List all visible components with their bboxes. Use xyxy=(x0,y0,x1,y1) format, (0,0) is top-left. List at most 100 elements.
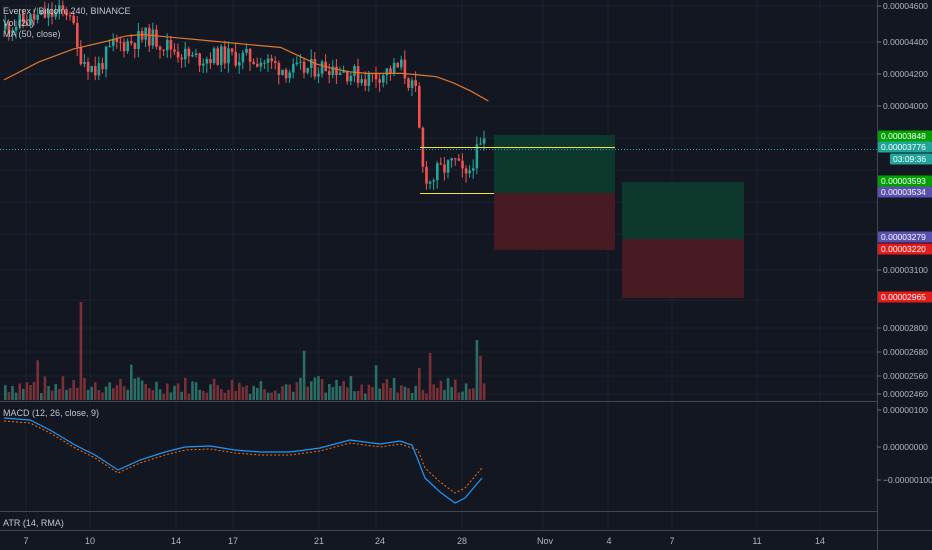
volume-bar xyxy=(184,377,187,400)
candle-body xyxy=(385,68,389,76)
candle-body xyxy=(11,30,14,34)
price-label-bg xyxy=(878,141,932,153)
candle-body xyxy=(202,63,205,66)
macd-tick-label: 0.00000100 xyxy=(883,405,928,415)
volume-bar xyxy=(176,383,180,400)
position-1-profit-zone xyxy=(494,135,615,193)
candle-body xyxy=(133,43,137,49)
legend-macd[interactable]: MACD (12, 26, close, 9) xyxy=(3,408,100,418)
volume-bar xyxy=(403,386,407,400)
volume-bar xyxy=(234,391,237,400)
price-label: 0.00002965 xyxy=(881,292,926,302)
price-label: 0.00003848 xyxy=(881,131,926,141)
volume-bar xyxy=(263,389,266,400)
legend-symbol[interactable]: Everex / Bitcoin, 240, BINANCE xyxy=(3,6,131,16)
volume-bar xyxy=(50,390,54,400)
volume-bar xyxy=(378,388,381,400)
candle-body xyxy=(144,27,147,40)
candle-body xyxy=(180,57,183,60)
position-1-loss-zone xyxy=(494,193,615,250)
volume-bar xyxy=(25,382,29,400)
candle-body xyxy=(382,75,385,83)
volume-bar xyxy=(346,387,349,400)
price-label-bg xyxy=(878,243,932,255)
candle-body xyxy=(97,63,101,76)
candle-body xyxy=(457,158,461,161)
candle-body xyxy=(475,144,479,169)
x-tick-label: 7 xyxy=(669,536,674,546)
candle-body xyxy=(43,10,47,18)
candle-body xyxy=(295,62,299,65)
candle-body xyxy=(403,59,407,79)
volume-bar xyxy=(436,387,439,400)
y-tick-label: 0.00002680 xyxy=(883,347,928,357)
x-tick-label: 17 xyxy=(228,536,238,546)
volume-bar xyxy=(277,393,281,400)
volume-bar xyxy=(342,381,345,400)
candle-body xyxy=(54,11,57,17)
volume-bar xyxy=(349,376,353,400)
candle-body xyxy=(270,58,273,62)
volume-bar xyxy=(202,390,205,400)
candle-body xyxy=(166,39,169,51)
y-tick-label: 0.00002460 xyxy=(883,389,928,399)
volume-bar xyxy=(238,382,241,400)
volume-bar xyxy=(454,379,457,400)
candle-body xyxy=(187,48,191,57)
volume-bar xyxy=(475,340,479,400)
volume-bar xyxy=(335,379,338,400)
candle-body xyxy=(115,39,119,42)
volume-bar xyxy=(295,382,299,400)
volume-bar xyxy=(396,392,399,400)
macd-signal-line xyxy=(3,420,483,494)
volume-bar xyxy=(104,386,108,400)
candle-body xyxy=(68,15,72,17)
x-tick-label: 28 xyxy=(457,536,467,546)
price-label-bg xyxy=(878,291,932,303)
volume-bar xyxy=(155,381,158,400)
volume-bar xyxy=(281,386,284,400)
candle-body xyxy=(313,59,317,77)
volume-bar xyxy=(32,381,36,400)
candle-body xyxy=(277,62,281,75)
volume-bar xyxy=(479,355,482,400)
candle-body xyxy=(281,69,284,75)
candle-body xyxy=(176,51,180,58)
candle-body xyxy=(184,48,187,60)
volume-bar xyxy=(367,384,371,400)
candle-body xyxy=(151,29,155,46)
candle-body xyxy=(389,68,392,74)
candle-body xyxy=(482,138,486,144)
legend-volume[interactable]: Vol (20) xyxy=(3,18,35,28)
volume-bar xyxy=(432,384,435,400)
legend-ma[interactable]: MA (50, close) xyxy=(3,29,61,39)
volume-bar xyxy=(302,350,306,400)
candle-body xyxy=(428,181,432,184)
x-tick-label: 21 xyxy=(314,536,324,546)
y-tick-label: 0.00003100 xyxy=(883,265,928,275)
candle-body xyxy=(396,62,399,68)
x-tick-label: 24 xyxy=(375,536,385,546)
candle-body xyxy=(162,49,165,51)
volume-bar xyxy=(205,392,209,400)
x-tick-label: 7 xyxy=(23,536,28,546)
legend-atr[interactable]: ATR (14, RMA) xyxy=(3,518,64,528)
candle-body xyxy=(328,71,331,75)
volume-bar xyxy=(241,386,245,400)
candle-body xyxy=(274,61,277,63)
candle-body xyxy=(90,66,93,72)
candle-body xyxy=(76,23,79,48)
volume-bar xyxy=(68,388,72,400)
volume-bar xyxy=(313,377,317,400)
macd-tick-label: −0.00000100 xyxy=(883,475,932,485)
candle-body xyxy=(418,86,421,128)
price-label-bg xyxy=(878,231,932,243)
candle-body xyxy=(130,41,133,44)
candle-body xyxy=(360,79,363,83)
macd-tick-label: 0.00000000 xyxy=(883,442,928,452)
volume-bar xyxy=(338,386,342,400)
volume-bar xyxy=(212,378,216,400)
volume-bar xyxy=(65,389,68,400)
candle-body xyxy=(61,5,65,10)
